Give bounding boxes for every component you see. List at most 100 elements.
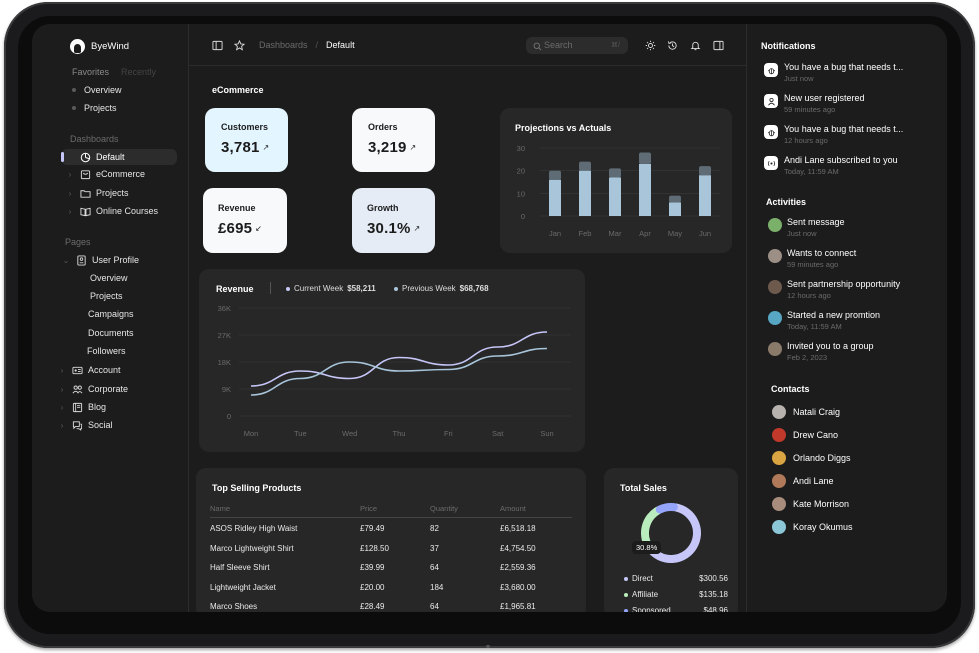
id-card-icon: [75, 254, 87, 266]
activity-text: Wants to connect: [787, 248, 857, 258]
sidebar-item-label: eCommerce: [96, 169, 146, 179]
legend-value: $300.56: [699, 574, 728, 583]
stat-value: 3,219: [368, 139, 407, 156]
sidebar-toggle-icon[interactable]: [211, 39, 223, 51]
table-row[interactable]: Lightweight Jacket £20.00 184 £3,680.00: [210, 577, 572, 597]
stat-card-revenue[interactable]: Revenue £695 ↙: [203, 188, 287, 253]
projections-bar-chart: 0 10 20 30 Jan Feb Mar Apr May Jun: [517, 144, 720, 238]
sidebar: ByeWind Favorites Recently Overview Proj…: [32, 24, 189, 612]
panel-toggle-icon[interactable]: [712, 39, 724, 51]
trend-up-icon: ↗: [409, 143, 417, 152]
table-cell: £20.00: [360, 582, 385, 592]
sidebar-item-label: Corporate: [88, 384, 129, 394]
stat-card-orders[interactable]: Orders 3,219 ↗: [352, 108, 435, 172]
activity-time: Today, 11:59 AM: [787, 322, 842, 331]
y-tick-label: 18K: [218, 358, 231, 367]
stat-label: Customers: [221, 122, 269, 132]
bell-icon[interactable]: [689, 39, 701, 51]
table-row[interactable]: Half Sleeve Shirt £39.99 64 £2,559.36: [210, 557, 572, 577]
activity-text: Sent partnership opportunity: [787, 279, 901, 289]
sidebar-item-user-profile[interactable]: ⌄ User Profile: [62, 254, 139, 266]
breadcrumb-current[interactable]: Default: [326, 40, 355, 50]
activities-title: Activities: [766, 197, 807, 207]
avatar: [768, 342, 782, 356]
table-row[interactable]: ASOS Ridley High Waist £79.49 82 £6,518.18: [210, 518, 572, 538]
section-pages: Pages: [65, 237, 91, 247]
legend-label: Previous Week: [402, 284, 456, 293]
sidebar-item-account[interactable]: › Account: [58, 364, 121, 376]
notification-item[interactable]: You have a bug that needs t... 12 hours …: [764, 124, 944, 150]
legend-label: Direct: [632, 574, 653, 583]
bug-icon: [764, 63, 778, 77]
donut-center-label: 30.8%: [632, 541, 662, 554]
column-header: Name: [210, 504, 231, 513]
sidebar-subitem-followers[interactable]: Followers: [87, 346, 126, 356]
stat-card-growth[interactable]: Growth 30.1% ↗: [352, 188, 435, 253]
revenue-line-chart: 0 9K 18K 27K 36K Mon Tue Wed Thu Fri Sat Sun: [218, 304, 571, 438]
search-input[interactable]: Search ⌘/: [526, 37, 628, 54]
sidebar-subitem-overview[interactable]: Overview: [90, 273, 128, 283]
favorite-item-overview[interactable]: Overview: [72, 85, 122, 95]
device-camera: [486, 645, 490, 648]
legend-label: Current Week: [294, 284, 344, 293]
table-row[interactable]: Marco Lightweight Shirt £128.50 37 £4,754.5…: [210, 538, 572, 558]
activity-item[interactable]: Sent message Just now: [768, 217, 944, 243]
bar-segment: [609, 168, 621, 178]
sidebar-item-social[interactable]: › Social: [58, 419, 113, 431]
contact-item[interactable]: Koray Okumus: [772, 520, 942, 536]
sidebar-item-blog[interactable]: › Blog: [58, 401, 106, 413]
activity-item[interactable]: Started a new promtion Today, 11:59 AM: [768, 310, 944, 336]
sidebar-item-ecommerce[interactable]: › eCommerce: [66, 168, 145, 180]
notification-item[interactable]: You have a bug that needs t... Just now: [764, 62, 944, 88]
chevron-right-icon: ›: [60, 402, 64, 412]
contact-item[interactable]: Kate Morrison: [772, 497, 942, 513]
stat-value: 30.1%: [367, 220, 411, 237]
contact-name: Drew Cano: [793, 430, 839, 440]
dashboard-screen: ByeWind Favorites Recently Overview Proj…: [32, 24, 947, 612]
star-icon[interactable]: [233, 39, 245, 51]
avatar: [768, 311, 782, 325]
contact-name: Orlando Diggs: [793, 453, 851, 463]
sidebar-subitem-campaigns[interactable]: Campaigns: [88, 309, 134, 319]
tab-favorites[interactable]: Favorites: [72, 67, 110, 77]
sidebar-item-projects[interactable]: › Projects: [66, 187, 129, 199]
donut-slice: [655, 503, 678, 514]
table-cell: £4,754.50: [500, 543, 536, 553]
legend-label: Affiliate: [632, 590, 659, 599]
brand[interactable]: ByeWind: [70, 39, 129, 54]
sidebar-subitem-projects[interactable]: Projects: [90, 291, 123, 301]
avatar: [772, 451, 786, 465]
activity-item[interactable]: Invited you to a group Feb 2, 2023: [768, 341, 944, 367]
notifications-title: Notifications: [761, 41, 816, 51]
contact-item[interactable]: Orlando Diggs: [772, 451, 942, 467]
notification-item[interactable]: New user registered 59 minutes ago: [764, 93, 944, 119]
sidebar-item-corporate[interactable]: › Corporate: [58, 383, 128, 395]
sun-icon[interactable]: [644, 39, 656, 51]
history-icon[interactable]: [666, 39, 678, 51]
table-cell: £79.49: [360, 524, 385, 533]
table-row[interactable]: Marco Shoes £28.49 64 £1,965.81: [210, 596, 572, 612]
sidebar-item-online-courses[interactable]: › Online Courses: [66, 205, 158, 217]
breadcrumb-separator: /: [315, 40, 319, 50]
tab-recently[interactable]: Recently: [121, 67, 157, 77]
table-cell: Marco Shoes: [210, 602, 258, 611]
sidebar-item-label: Account: [88, 365, 121, 375]
contact-item[interactable]: Drew Cano: [772, 428, 942, 444]
stat-card-customers[interactable]: Customers 3,781 ↗: [205, 108, 288, 172]
activity-item[interactable]: Wants to connect 59 minutes ago: [768, 248, 944, 274]
stat-value: £695: [218, 220, 253, 237]
contact-item[interactable]: Natali Craig: [772, 405, 942, 421]
activity-item[interactable]: Sent partnership opportunity 12 hours ag…: [768, 279, 944, 305]
sidebar-subitem-documents[interactable]: Documents: [88, 328, 134, 338]
contact-item[interactable]: Andi Lane: [772, 474, 942, 490]
sidebar-item-label: Blog: [88, 402, 107, 412]
legend-dot: [624, 577, 628, 581]
breadcrumb-dashboards[interactable]: Dashboards: [259, 40, 308, 50]
notification-item[interactable]: Andi Lane subscribed to you Today, 11:59…: [764, 155, 944, 181]
table-cell: £2,559.36: [500, 563, 536, 572]
sidebar-item-default-active[interactable]: Default: [61, 149, 177, 165]
activity-text: Started a new promtion: [787, 310, 881, 320]
favorite-item-projects[interactable]: Projects: [72, 103, 117, 113]
table-cell: £6,518.18: [500, 524, 536, 533]
table-cell: £28.49: [360, 602, 385, 611]
